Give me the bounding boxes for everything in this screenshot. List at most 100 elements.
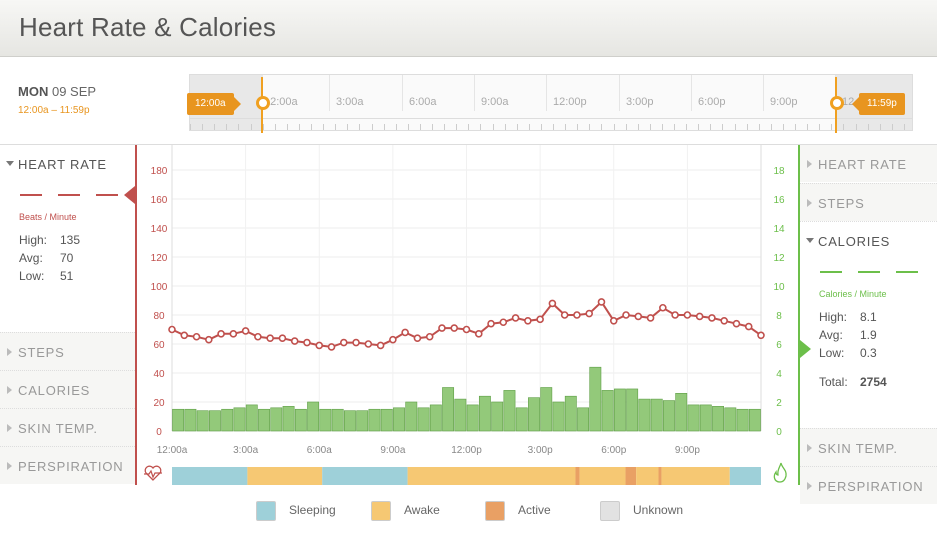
timeline-tick xyxy=(517,124,518,130)
section-label: SKIN TEMP. xyxy=(18,421,98,436)
x-axis-tick: 6:00a xyxy=(307,445,332,456)
timeline-tick xyxy=(674,124,675,130)
timeline-tick xyxy=(722,124,723,130)
x-axis-tick: 12:00a xyxy=(157,445,188,456)
heart-rate-point xyxy=(327,343,336,351)
heart-rate-point xyxy=(744,322,753,331)
right-axis-tick: 18 xyxy=(773,166,785,177)
series-line-sample xyxy=(20,194,42,196)
heart-rate-point xyxy=(671,311,679,319)
timeline-tick xyxy=(347,124,348,130)
timeline-tick xyxy=(783,124,784,130)
panel-section-calories[interactable]: CALORIES xyxy=(0,370,135,408)
heart-rate-point xyxy=(732,319,741,328)
activity-segment xyxy=(636,467,659,485)
timeline-tick xyxy=(335,124,336,130)
timeline-tick xyxy=(601,124,602,130)
calorie-bar xyxy=(454,398,467,432)
start-handle[interactable] xyxy=(256,96,270,110)
end-time-tag[interactable]: 11:59p xyxy=(852,93,905,115)
panel-section-skin-temp[interactable]: SKIN TEMP. xyxy=(0,408,135,446)
activity-segment xyxy=(247,467,323,485)
panel-section-perspiration[interactable]: PERSPIRATION xyxy=(800,466,937,504)
x-axis-tick: 3:00a xyxy=(233,445,258,456)
timeline-tick xyxy=(311,124,312,130)
calorie-bar xyxy=(552,401,565,432)
timeline-tick xyxy=(759,124,760,130)
day-label: MON 09 SEP xyxy=(18,84,96,99)
section-label: STEPS xyxy=(818,196,865,211)
caret-down-icon xyxy=(6,161,14,166)
active-series-pointer xyxy=(800,340,811,358)
calorie-bar xyxy=(687,404,700,432)
timeline-tick xyxy=(698,124,699,130)
calorie-bar xyxy=(564,395,577,432)
timeline-tick xyxy=(323,124,324,130)
timeline-tick xyxy=(686,124,687,130)
timeline-tick xyxy=(868,124,869,130)
right-axis-tick: 16 xyxy=(773,195,785,206)
left-axis-tick: 200 xyxy=(151,145,168,148)
section-label: PERSPIRATION xyxy=(18,459,124,474)
timeline-tick xyxy=(565,124,566,130)
panel-section-calories[interactable]: CALORIES Calories / Minute High: 8.1 Avg: 1.9… xyxy=(800,221,937,429)
timeline-tick xyxy=(190,124,191,130)
calorie-bar xyxy=(442,387,455,432)
x-axis-tick: 12:00p xyxy=(451,445,482,456)
timeline-scrubber[interactable]: 12:00a 3:00a 6:00a 9:00a 12:00p 3:00p 6:00p 9:0… xyxy=(189,74,913,131)
series-line-sample xyxy=(58,194,80,196)
caret-right-icon xyxy=(7,348,12,356)
timeline-label: 9:00p xyxy=(770,96,798,108)
start-time-tag[interactable]: 12:00a xyxy=(187,93,241,115)
calorie-bar xyxy=(577,407,590,432)
heart-rate-point xyxy=(352,338,360,347)
left-axis-tick: 80 xyxy=(153,311,165,322)
timeline-tick xyxy=(904,124,905,130)
calorie-bar xyxy=(209,410,221,432)
timeline-tick xyxy=(771,124,772,130)
calorie-bar xyxy=(196,410,209,432)
left-axis-tick: 180 xyxy=(151,166,168,177)
heart-rate-point xyxy=(413,334,422,342)
panel-section-heart-rate[interactable]: HEART RATE xyxy=(800,145,937,182)
heart-rate-point xyxy=(536,315,544,324)
panel-section-steps[interactable]: STEPS xyxy=(800,183,937,221)
stat-value: 135 xyxy=(60,233,81,247)
heart-rate-point xyxy=(266,334,274,342)
panel-section-heart-rate[interactable]: HEART RATE Beats / Minute High: 135 Avg: 70 Lo… xyxy=(0,145,135,332)
timeline-tick xyxy=(735,124,736,130)
end-handle[interactable] xyxy=(830,96,844,110)
legend-swatch-unknown xyxy=(600,501,620,521)
panel-section-steps[interactable]: STEPS xyxy=(0,332,135,370)
timeline-divider xyxy=(474,75,475,111)
right-axis-tick: 4 xyxy=(776,369,782,380)
chart-area: 0 20 40 60 80 100 120 140 160 180 200 0 2 4 6 8 10 12 14 16… xyxy=(137,137,798,485)
page-title: Heart Rate & Calories xyxy=(19,12,277,42)
calorie-bar xyxy=(270,407,283,432)
activity-segment xyxy=(172,467,248,485)
timeline-divider xyxy=(619,75,620,111)
calorie-bar xyxy=(233,407,246,432)
heart-rate-point xyxy=(487,319,495,328)
heart-outline xyxy=(144,465,162,481)
heart-rate-point xyxy=(609,317,618,325)
heart-rate-point xyxy=(499,318,508,327)
heart-rate-point xyxy=(315,341,324,350)
chart-svg: 0 20 40 60 80 100 120 140 160 180 200 0 2 4 6 8 10 12 14 16… xyxy=(144,137,787,485)
calorie-bar xyxy=(712,406,724,432)
x-axis-tick: 9:00p xyxy=(675,445,700,456)
heart-rate-point xyxy=(597,298,606,306)
panel-section-perspiration[interactable]: PERSPIRATION xyxy=(0,446,135,484)
timeline-tick xyxy=(529,124,530,130)
calorie-bar xyxy=(503,390,516,432)
activity-segment xyxy=(322,467,408,485)
timeline-divider xyxy=(329,75,330,111)
timeline-tick xyxy=(263,124,264,130)
heart-rate-point xyxy=(278,334,287,342)
date: 09 SEP xyxy=(51,84,97,99)
legend-label-sleeping: Sleeping xyxy=(289,503,336,517)
heart-rate-point xyxy=(683,311,692,319)
calorie-bar xyxy=(589,366,602,432)
panel-section-skin-temp[interactable]: SKIN TEMP. xyxy=(800,428,937,466)
timeline-tick xyxy=(553,124,554,130)
